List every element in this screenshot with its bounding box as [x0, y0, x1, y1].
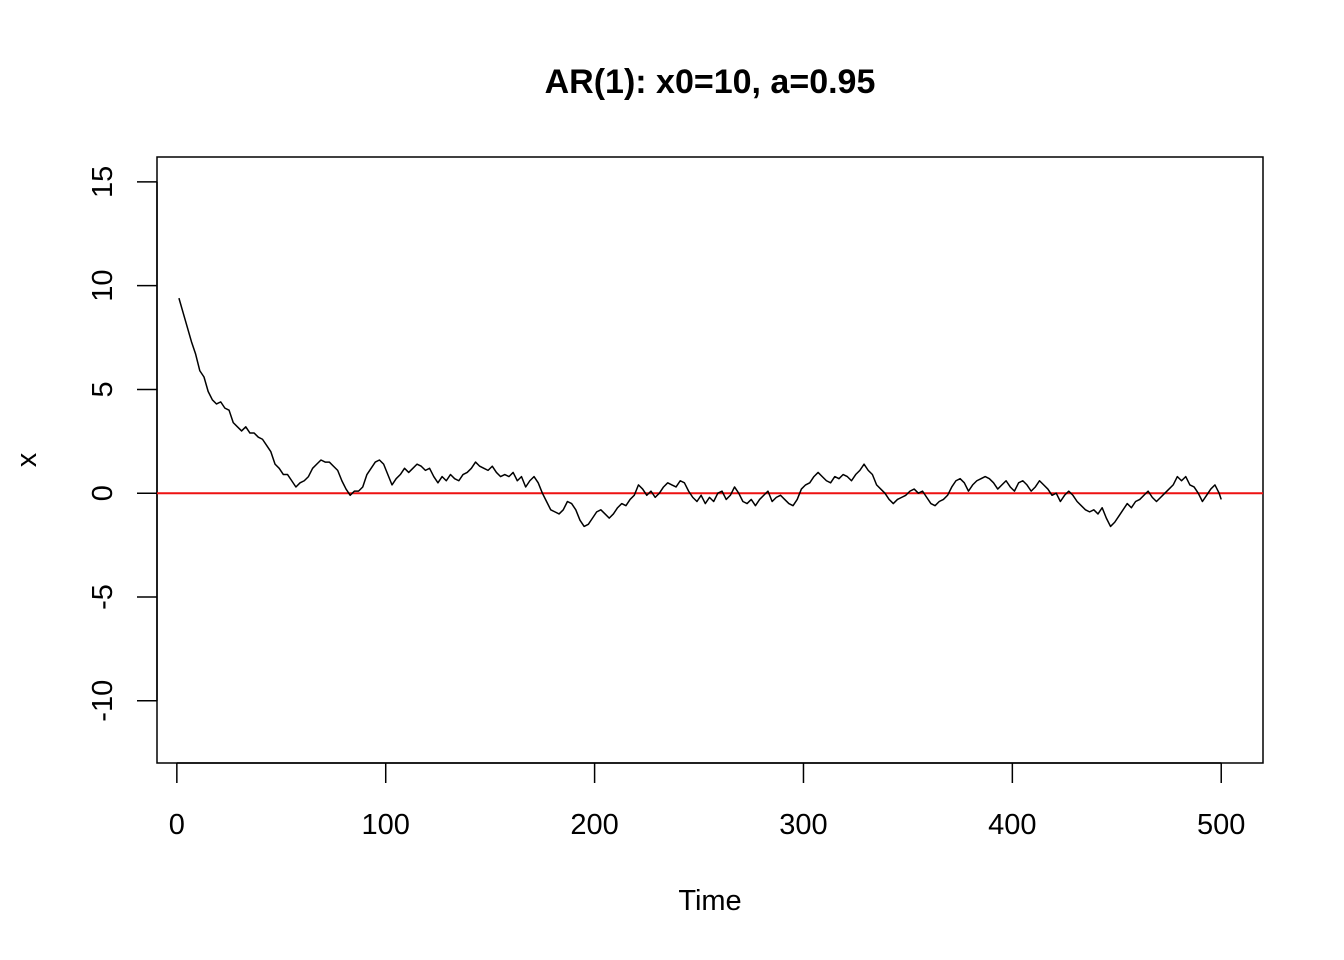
series-line: [178, 297, 1222, 528]
x-tick-label: 500: [1197, 809, 1245, 841]
y-tick-label: 10: [87, 270, 119, 302]
y-axis-title: x: [11, 452, 43, 467]
x-tick-label: 400: [988, 809, 1036, 841]
x-tick-label: 100: [362, 809, 410, 841]
y-tick-label: 5: [87, 381, 119, 397]
x-axis-title: Time: [678, 885, 741, 917]
y-tick-label: -5: [87, 584, 119, 610]
x-tick-label: 200: [570, 809, 618, 841]
chart-title: AR(1): x0=10, a=0.95: [545, 63, 876, 101]
x-tick-label: 300: [779, 809, 827, 841]
x-tick-label: 0: [169, 809, 185, 841]
x-axis: 0 100 200 300 400 500: [169, 762, 1245, 841]
plot-frame: [156, 156, 1264, 764]
y-axis: -10 -5 0 5 10 15: [87, 166, 158, 722]
y-tick-label: -10: [87, 680, 119, 722]
y-tick-label: 0: [87, 485, 119, 501]
y-tick-label: 15: [87, 166, 119, 198]
